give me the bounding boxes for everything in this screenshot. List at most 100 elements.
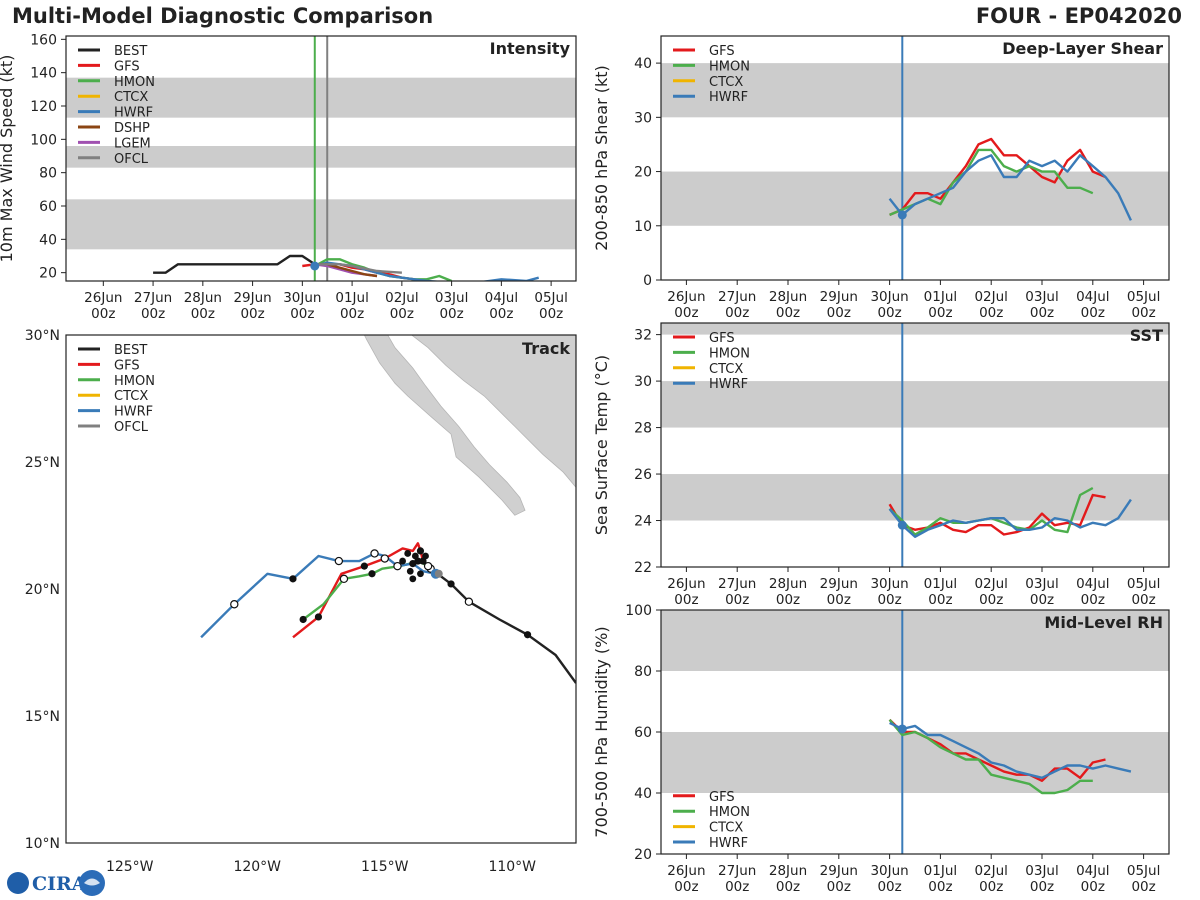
track-ofcl-marker xyxy=(434,569,443,578)
rh-xtick-label: 01Jul xyxy=(924,863,957,879)
intensity-band xyxy=(66,199,576,250)
sst-xtick-label: 02Jul xyxy=(974,576,1007,592)
sst-band xyxy=(661,323,1169,335)
intensity-ytick-label: 60 xyxy=(39,199,57,215)
rh-xtick-sublabel: 00z xyxy=(827,879,851,895)
cira-logo: CIRA xyxy=(7,870,105,896)
sst-xtick-label: 29Jun xyxy=(820,576,858,592)
track-panel-title: Track xyxy=(522,339,570,358)
sst-legend-label: CTCX xyxy=(709,362,743,377)
intensity-legend-label: DSHP xyxy=(114,121,150,136)
rh-legend-label: GFS xyxy=(709,790,735,805)
sst-ytick-label: 28 xyxy=(634,421,652,437)
rh-xtick-label: 26Jun xyxy=(667,863,705,879)
page-title: Multi-Model Diagnostic Comparison xyxy=(12,4,434,28)
intensity-ytick-label: 100 xyxy=(30,132,57,148)
shear-band xyxy=(661,171,1169,226)
sst-xtick-label: 04Jul xyxy=(1076,576,1109,592)
sst-xtick-sublabel: 00z xyxy=(1131,592,1155,608)
shear-xtick-label: 29Jun xyxy=(820,289,858,305)
track-cluster-point xyxy=(404,550,412,557)
rh-xtick-sublabel: 00z xyxy=(776,879,800,895)
rh-xtick-sublabel: 00z xyxy=(877,879,901,895)
rh-ylabel: 700-500 hPa Humidity (%) xyxy=(592,626,611,837)
intensity-legend-label: LGEM xyxy=(114,136,151,151)
sst-xtick-sublabel: 00z xyxy=(674,592,698,608)
panel-rh: 2040608010026Jun00z27Jun00z28Jun00z29Jun… xyxy=(592,603,1170,895)
intensity-ytick-label: 20 xyxy=(39,266,57,282)
rh-init-marker xyxy=(897,724,907,734)
rh-panel-title: Mid-Level RH xyxy=(1044,613,1163,632)
intensity-xtick-sublabel: 00z xyxy=(340,306,364,322)
track-point-hmon xyxy=(423,561,433,571)
rh-xtick-sublabel: 00z xyxy=(725,879,749,895)
intensity-xtick-label: 27Jun xyxy=(134,290,172,306)
rh-ytick-label: 80 xyxy=(634,664,652,680)
shear-legend-label: HWRF xyxy=(709,90,748,105)
rh-ytick-label: 40 xyxy=(634,786,652,802)
track-point-gfs xyxy=(416,547,425,555)
cira-logo-text: CIRA xyxy=(32,873,87,895)
track-cluster-point xyxy=(417,570,424,578)
cira-globe-icon xyxy=(7,872,29,894)
shear-line-gfs xyxy=(889,137,1106,217)
track-legend-label: OFCL xyxy=(114,420,149,435)
shear-ytick-label: 10 xyxy=(634,219,652,235)
track-point-hmon xyxy=(368,570,376,578)
panel-track: 125°W 120°W 115°W 110°W 10°N 15°N 20°N 25°N 30°N… xyxy=(25,328,577,875)
rh-band xyxy=(661,610,1169,671)
sst-band xyxy=(661,381,1169,428)
intensity-xtick-label: 05Jul xyxy=(534,290,567,306)
intensity-xtick-label: 26Jun xyxy=(84,290,122,306)
intensity-band xyxy=(66,77,576,118)
rh-line-hwrf xyxy=(889,721,1132,779)
track-ytick-label: 20°N xyxy=(25,582,60,598)
rh-xtick-sublabel: 00z xyxy=(928,879,952,895)
shear-xtick-sublabel: 00z xyxy=(979,305,1003,321)
track-legend-label: HWRF xyxy=(114,405,153,420)
intensity-line-ofcl xyxy=(314,263,402,274)
track-legend-label: GFS xyxy=(114,358,140,373)
rh-xtick-label: 27Jun xyxy=(718,863,756,879)
sst-ytick-label: 24 xyxy=(634,514,652,530)
sst-xtick-label: 03Jul xyxy=(1025,576,1058,592)
intensity-xtick-label: 29Jun xyxy=(233,290,271,306)
track-point-gfs xyxy=(360,562,368,570)
storm-id: FOUR - EP042020 xyxy=(975,4,1182,28)
shear-panel-title: Deep-Layer Shear xyxy=(1002,39,1163,58)
track-cluster-point xyxy=(411,552,419,560)
track-point-hwrf xyxy=(230,600,239,609)
sst-xtick-sublabel: 00z xyxy=(979,592,1003,608)
sst-panel-title: SST xyxy=(1130,326,1163,345)
intensity-xtick-sublabel: 00z xyxy=(141,306,165,322)
intensity-xtick-sublabel: 00z xyxy=(240,306,264,322)
shear-ytick-label: 30 xyxy=(634,110,652,126)
track-xtick-label: 115°W xyxy=(361,859,409,875)
rh-legend-label: HMON xyxy=(709,805,750,820)
track-point-hmon xyxy=(299,615,307,624)
intensity-legend-label: HMON xyxy=(114,75,155,90)
intensity-xtick-label: 01Jul xyxy=(335,290,368,306)
intensity-xtick-sublabel: 00z xyxy=(390,306,414,322)
intensity-legend-label: GFS xyxy=(114,59,140,74)
intensity-ytick-label: 40 xyxy=(39,232,57,248)
intensity-band xyxy=(66,146,576,168)
intensity-frame xyxy=(65,35,577,282)
rh-frame xyxy=(660,609,1170,855)
sst-ytick-label: 26 xyxy=(634,467,652,483)
sst-frame xyxy=(660,322,1170,568)
track-map-group xyxy=(200,335,576,684)
sst-line-hwrf xyxy=(888,498,1132,538)
shear-ytick-label: 20 xyxy=(634,165,652,181)
sst-ytick-label: 30 xyxy=(634,374,652,390)
rh-ytick-label: 20 xyxy=(634,847,652,863)
rh-xtick-sublabel: 00z xyxy=(979,879,1003,895)
shear-ytick-label: 40 xyxy=(634,56,652,72)
sst-xtick-label: 26Jun xyxy=(667,576,705,592)
intensity-legend-label: BEST xyxy=(114,44,147,59)
rh-xtick-label: 03Jul xyxy=(1025,863,1058,879)
track-point-hwrf xyxy=(334,556,344,566)
sst-xtick-sublabel: 00z xyxy=(877,592,901,608)
intensity-line-best xyxy=(153,254,316,274)
rh-series-group xyxy=(888,718,1132,795)
